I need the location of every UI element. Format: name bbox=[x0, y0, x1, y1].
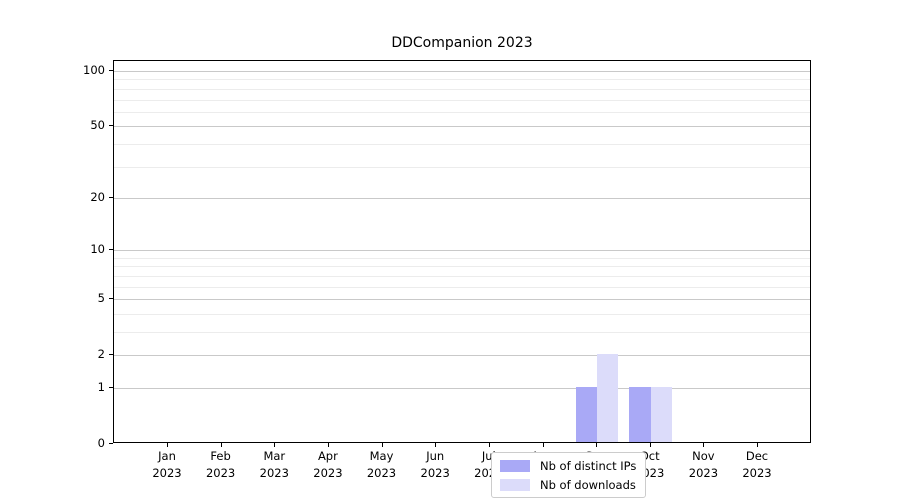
gridline-major bbox=[114, 299, 810, 301]
x-tick-year: 2023 bbox=[205, 466, 236, 480]
y-tick bbox=[109, 387, 113, 388]
x-tick bbox=[167, 443, 168, 447]
x-tick-year: 2023 bbox=[742, 466, 772, 480]
gridline-minor bbox=[114, 143, 810, 145]
x-tick-label: Dec 2023 bbox=[715, 448, 799, 482]
gridline-major bbox=[114, 126, 810, 128]
x-tick bbox=[488, 443, 490, 447]
y-tick-label: 50 bbox=[90, 118, 105, 133]
legend-row: Nb of downloads bbox=[500, 477, 636, 492]
gridline-minor bbox=[114, 79, 810, 81]
plot-area: Nb of distinct IPs Nb of downloads bbox=[113, 60, 811, 498]
chart-title: DDCompanion 2023 bbox=[391, 35, 533, 51]
gridline-major bbox=[114, 388, 810, 389]
gridline-minor bbox=[114, 313, 810, 315]
bar-downloads bbox=[597, 354, 619, 442]
x-tick-month: May bbox=[369, 449, 394, 463]
y-tick-label: 0 bbox=[97, 436, 105, 450]
x-tick-month: Jun bbox=[426, 449, 445, 463]
gridline-major bbox=[114, 71, 810, 72]
x-tick-label: Feb 2023 bbox=[179, 448, 263, 482]
x-tick bbox=[596, 443, 598, 447]
x-tick bbox=[435, 443, 437, 447]
legend-swatch bbox=[500, 459, 530, 472]
x-tick-label: Jan 2023 bbox=[125, 448, 209, 482]
x-tick-year: 2023 bbox=[366, 466, 397, 480]
bar-distinct-ips bbox=[575, 387, 598, 442]
gridline-minor bbox=[114, 99, 810, 101]
gridline-minor bbox=[114, 257, 810, 259]
y-tick bbox=[109, 443, 113, 444]
gridline-minor bbox=[114, 266, 810, 268]
gridline-minor bbox=[114, 286, 810, 288]
y-tick-label: 2 bbox=[97, 347, 105, 362]
gridline-major bbox=[114, 197, 810, 199]
legend-swatch bbox=[500, 478, 530, 491]
x-tick-label: Jun 2023 bbox=[393, 448, 477, 482]
x-tick-month: Jan bbox=[158, 449, 176, 463]
x-tick bbox=[327, 443, 329, 447]
y-tick-label: 10 bbox=[90, 242, 105, 257]
x-tick-year: 2023 bbox=[259, 466, 289, 480]
x-tick-month: Feb bbox=[210, 449, 231, 463]
gridline-minor bbox=[114, 275, 810, 277]
x-tick-year: 2023 bbox=[420, 466, 450, 480]
y-tick bbox=[109, 196, 113, 198]
gridline-major bbox=[114, 355, 810, 357]
x-tick bbox=[649, 443, 651, 447]
x-tick-label: Nov 2023 bbox=[661, 448, 745, 482]
y-tick-label: 100 bbox=[83, 63, 105, 77]
x-tick-label: Mar 2023 bbox=[232, 448, 316, 482]
x-tick-year: 2023 bbox=[152, 466, 182, 480]
gridline-minor bbox=[114, 166, 810, 168]
gridline-minor bbox=[114, 111, 810, 113]
x-tick-month: Apr bbox=[317, 449, 338, 463]
x-tick bbox=[703, 443, 705, 447]
y-tick-label: 5 bbox=[97, 291, 105, 306]
y-tick bbox=[109, 70, 113, 71]
x-tick-label: Apr 2023 bbox=[286, 448, 370, 482]
y-tick-label: 20 bbox=[90, 189, 105, 204]
legend-row: Nb of distinct IPs bbox=[500, 458, 636, 473]
x-tick bbox=[220, 443, 222, 447]
x-tick-month: Nov bbox=[692, 449, 715, 463]
x-tick bbox=[381, 443, 383, 447]
y-tick bbox=[109, 249, 113, 251]
x-tick-month: Dec bbox=[745, 449, 769, 463]
y-tick bbox=[109, 125, 113, 127]
x-tick bbox=[757, 443, 758, 447]
x-tick-year: 2023 bbox=[313, 466, 343, 480]
x-tick bbox=[542, 443, 544, 447]
x-tick-year: 2023 bbox=[688, 466, 719, 480]
gridline-minor bbox=[114, 332, 810, 333]
y-tick-label: 1 bbox=[97, 380, 105, 394]
gridline-major bbox=[114, 250, 810, 252]
x-tick-month: Mar bbox=[263, 449, 286, 463]
bar-distinct-ips bbox=[629, 387, 651, 442]
y-tick bbox=[109, 354, 113, 356]
legend-label: Nb of downloads bbox=[540, 477, 636, 492]
x-tick bbox=[274, 443, 276, 447]
x-tick-label: May 2023 bbox=[340, 448, 424, 482]
legend: Nb of distinct IPs Nb of downloads bbox=[491, 452, 647, 498]
legend-label: Nb of distinct IPs bbox=[540, 458, 637, 473]
gridline-minor bbox=[114, 88, 810, 90]
bar-downloads bbox=[650, 387, 673, 442]
y-tick bbox=[109, 298, 113, 300]
